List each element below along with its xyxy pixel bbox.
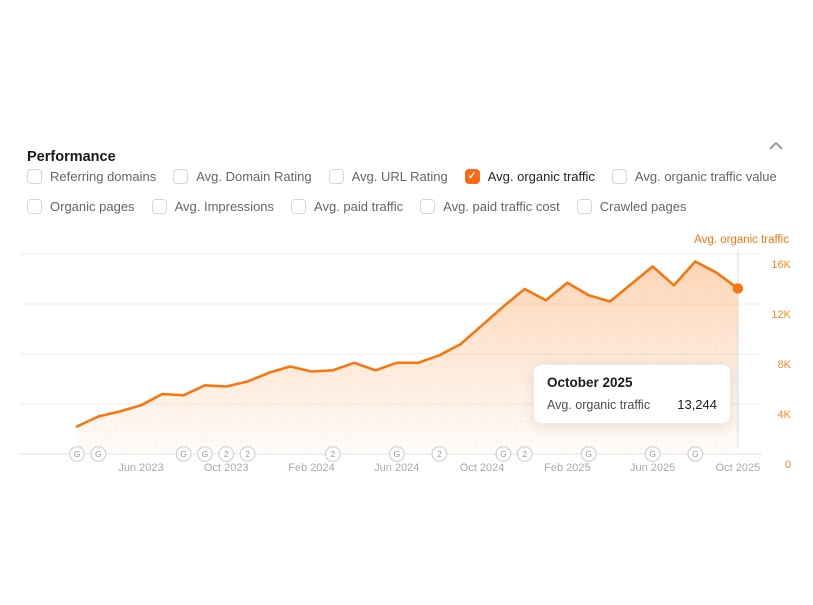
metric-label: Referring domains <box>50 169 157 184</box>
svg-text:G: G <box>649 449 656 459</box>
metrics-row-2: Organic pages Avg. Impressions Avg. paid t… <box>27 199 686 214</box>
google-update-badge-2-dec-2024[interactable]: 2 <box>516 446 533 462</box>
metric-checkbox-referring-domains[interactable]: Referring domains <box>27 169 156 184</box>
svg-text:G: G <box>95 449 102 459</box>
metric-checkbox-avg-organic-traffic[interactable]: ✓ Avg. organic traffic <box>464 169 595 184</box>
chart-series-title: Avg. organic traffic <box>694 234 789 246</box>
checkbox-icon[interactable] <box>291 199 307 214</box>
section-title: Performance <box>27 149 116 166</box>
y-axis-label-16K: 16K <box>771 259 791 271</box>
google-update-badge-g-nov-2024[interactable]: G <box>495 446 512 462</box>
checkbox-icon[interactable] <box>27 199 42 214</box>
google-update-badge-2-mar-2024[interactable]: 2 <box>324 446 341 462</box>
google-update-badge-2-oct-2023[interactable]: 2 <box>218 446 235 462</box>
google-update-badge-g-aug-2023[interactable]: G <box>175 446 192 462</box>
hovered-point-marker[interactable] <box>732 283 744 294</box>
svg-text:2: 2 <box>437 449 442 459</box>
chevron-up-icon <box>769 141 783 149</box>
x-axis-label-jun-2025: Jun 2025 <box>630 462 675 474</box>
x-axis-label-oct-2023: Oct 2023 <box>204 462 249 474</box>
metric-label: Crawled pages <box>599 199 687 214</box>
metric-label: Organic pages <box>50 199 135 214</box>
metric-label: Avg. paid traffic cost <box>443 199 560 214</box>
checkbox-icon[interactable] <box>420 199 436 214</box>
checkbox-icon[interactable] <box>173 169 189 184</box>
svg-text:G: G <box>692 449 699 459</box>
google-update-badge-g-jun-2024[interactable]: G <box>388 446 405 462</box>
metric-label: Avg. Impressions <box>174 199 275 214</box>
svg-text:2: 2 <box>330 449 335 459</box>
metric-checkbox-avg-url-rating[interactable]: Avg. URL Rating <box>328 169 448 184</box>
metrics-row-1: Referring domains Avg. Domain Rating Avg. … <box>27 169 777 184</box>
checkbox-icon[interactable] <box>151 199 167 214</box>
metric-checkbox-crawled-pages[interactable]: Crawled pages <box>576 199 687 214</box>
y-axis-label-0: 0 <box>785 459 791 471</box>
google-update-badge-g-mar-2025[interactable]: G <box>580 446 597 462</box>
x-axis-label-jun-2023: Jun 2023 <box>118 462 163 474</box>
google-update-badge-2-nov-2023[interactable]: 2 <box>239 446 256 462</box>
tooltip-metric-value: 13,244 <box>677 397 717 412</box>
svg-text:G: G <box>180 449 187 459</box>
checkbox-checked-icon[interactable]: ✓ <box>464 169 480 184</box>
traffic-area-texture <box>77 261 738 454</box>
metric-label: Avg. organic traffic <box>487 169 595 184</box>
x-axis-label-oct-2024: Oct 2024 <box>460 462 505 474</box>
google-update-badge-g-apr-2023[interactable]: G <box>90 446 107 462</box>
svg-text:2: 2 <box>522 449 527 459</box>
organic-traffic-chart[interactable]: 16K 12K 8K 4K 0 Jun 2023 Oct 2023 Feb 2024 Jun 2… <box>0 226 813 488</box>
svg-text:G: G <box>500 449 507 459</box>
svg-text:2: 2 <box>245 449 250 459</box>
x-axis-label-feb-2024: Feb 2024 <box>288 462 334 474</box>
tooltip-metric-label: Avg. organic traffic <box>547 398 651 412</box>
metric-checkbox-avg-domain-rating[interactable]: Avg. Domain Rating <box>173 169 312 184</box>
traffic-line <box>75 260 740 428</box>
metric-label: Avg. paid traffic <box>314 199 404 214</box>
google-update-badge-g-jun-2025[interactable]: G <box>644 446 661 462</box>
y-axis-label-4K: 4K <box>778 409 792 421</box>
tooltip-row: Avg. organic traffic 13,244 <box>547 397 717 412</box>
metric-checkbox-avg-paid-traffic-cost[interactable]: Avg. paid traffic cost <box>420 199 560 214</box>
checkbox-icon[interactable] <box>328 169 344 184</box>
metric-label: Avg. URL Rating <box>351 169 448 184</box>
svg-text:G: G <box>585 449 592 459</box>
x-axis-label-jun-2024: Jun 2024 <box>374 462 419 474</box>
metric-checkbox-avg-organic-traffic-value[interactable]: Avg. organic traffic value <box>611 169 777 184</box>
chart-tooltip: October 2025 Avg. organic traffic 13,244 <box>533 364 731 424</box>
metric-checkbox-avg-paid-traffic[interactable]: Avg. paid traffic <box>291 199 403 214</box>
x-axis-label-feb-2025: Feb 2025 <box>544 462 590 474</box>
checkbox-icon[interactable] <box>27 169 42 184</box>
metric-label: Avg. Domain Rating <box>196 169 312 184</box>
collapse-section-button[interactable] <box>767 138 785 152</box>
svg-text:G: G <box>74 449 81 459</box>
metric-checkbox-avg-impressions[interactable]: Avg. Impressions <box>151 199 275 214</box>
x-axis-label-oct-2025: Oct 2025 <box>716 462 761 474</box>
checkbox-icon[interactable] <box>611 169 627 184</box>
google-update-badge-2-aug-2024[interactable]: 2 <box>431 446 448 462</box>
y-axis-label-8K: 8K <box>778 359 792 371</box>
tooltip-title: October 2025 <box>547 375 633 390</box>
google-update-badge-g-mar-2023[interactable]: G <box>69 446 85 462</box>
svg-text:2: 2 <box>224 449 229 459</box>
svg-text:G: G <box>393 449 400 459</box>
checkbox-icon[interactable] <box>576 199 592 214</box>
metric-checkbox-organic-pages[interactable]: Organic pages <box>27 199 135 214</box>
google-update-badge-g-sep-2023[interactable]: G <box>197 446 213 462</box>
svg-text:G: G <box>202 449 209 459</box>
google-update-badge-g-aug-2025[interactable]: G <box>687 446 704 462</box>
y-axis-label-12K: 12K <box>771 309 791 321</box>
metric-label: Avg. organic traffic value <box>634 169 777 184</box>
